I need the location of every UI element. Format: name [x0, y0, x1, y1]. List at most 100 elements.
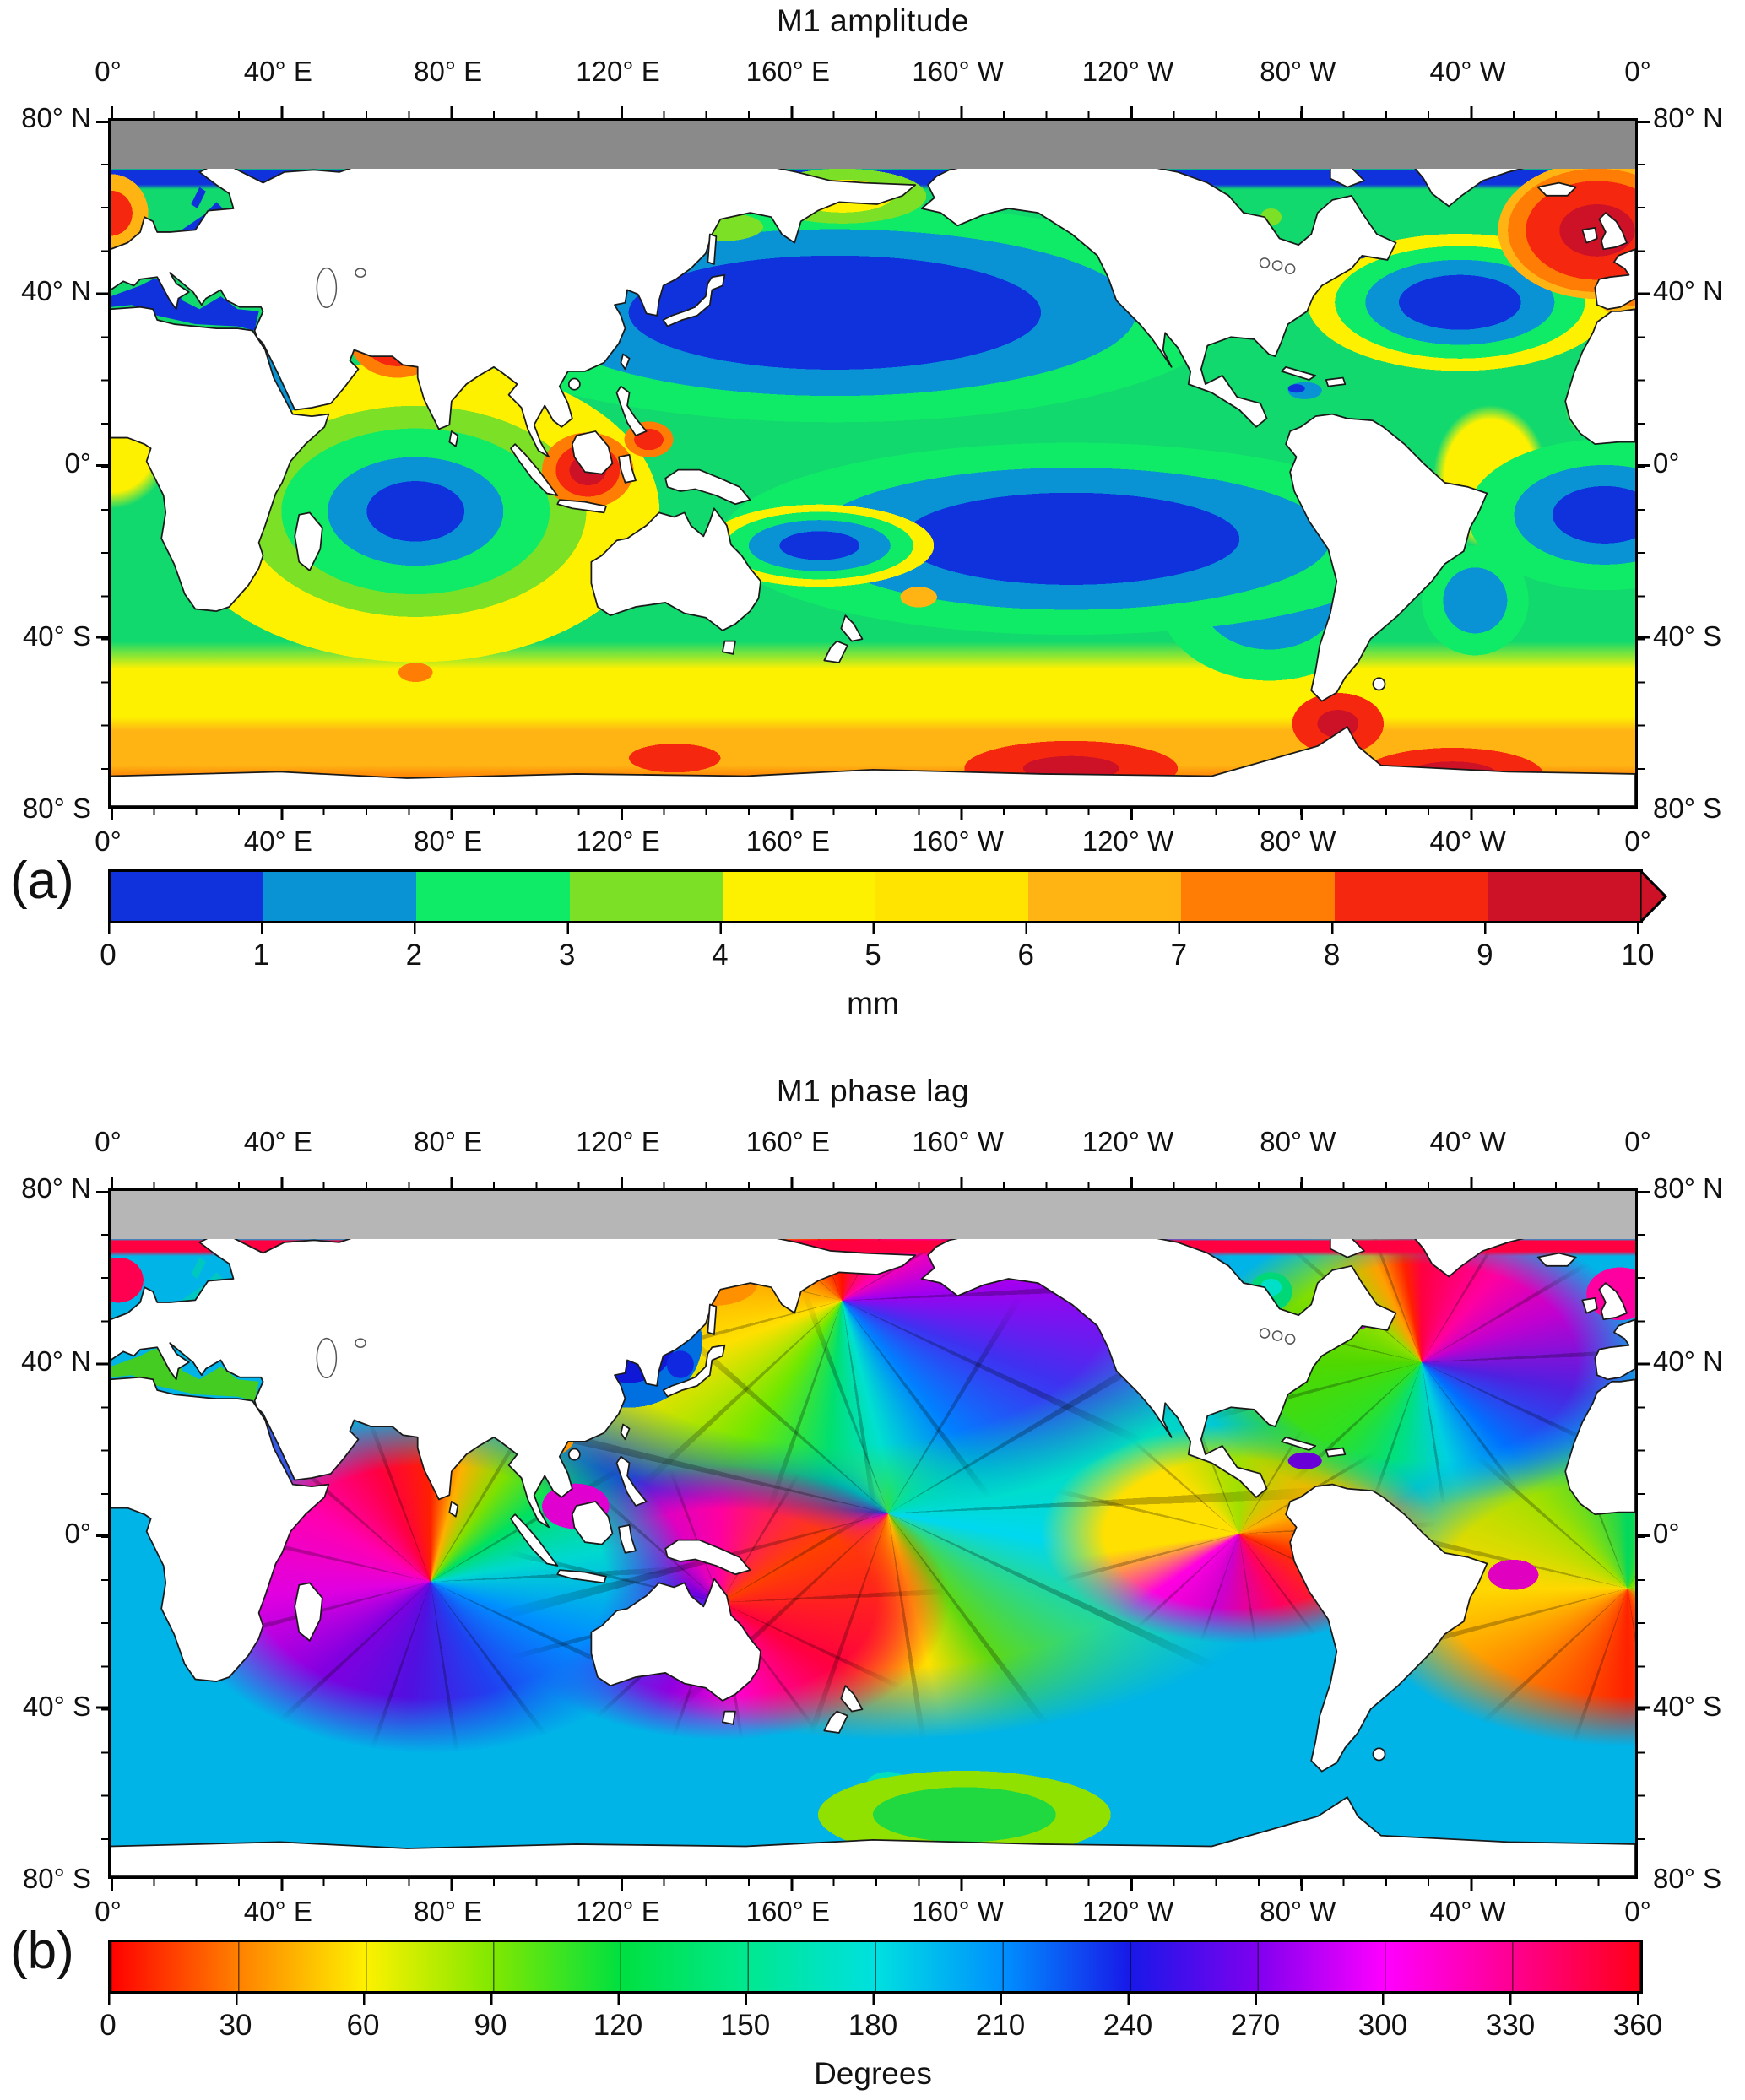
lon-tick-label: 0°: [95, 825, 122, 857]
lon-tick-label: 0°: [1624, 1896, 1651, 1927]
lat-labels-left-a: 80° N 40° N 0° 40° S 80° S: [0, 102, 91, 824]
lon-labels-bottom-a: 0° 40° E 80° E 120° E 160° E 160° W 120° W 80° …: [95, 825, 1651, 861]
lon-tick-label: 80° E: [414, 1126, 483, 1157]
lon-tick-label: 120° E: [576, 825, 660, 857]
lon-tick-label: 0°: [95, 56, 122, 87]
colorbar-amplitude: [108, 869, 1643, 923]
colorbar-tick-label: 30: [219, 2009, 252, 2042]
caribbean-fill: [1287, 1452, 1322, 1469]
lon-tick-label: 80° W: [1260, 825, 1336, 857]
colorbar-tick-label: 1: [252, 939, 269, 972]
lon-tick-label: 0°: [1624, 56, 1651, 87]
lon-tick-label: 160° W: [912, 56, 1004, 87]
colorbar-tick-label: 120: [593, 2009, 643, 2042]
lon-tick-label: 40° W: [1429, 1126, 1506, 1157]
lat-tick-label: 80° S: [1653, 1863, 1722, 1894]
colorbar-segment: [416, 872, 570, 921]
lat-tick-label: 0°: [64, 1518, 91, 1549]
panel-amplitude: M1 amplitude 0° 40° E 80° E 120° E 160° E 160…: [0, 3, 1744, 1020]
lon-labels-top-b: 0° 40° E 80° E 120° E 160° E 160° W 120° W 80° …: [95, 1126, 1651, 1161]
bothnia-fill: [191, 1257, 206, 1280]
lon-tick-label: 80° E: [414, 825, 483, 857]
lat-tick-label: 80° S: [1653, 793, 1722, 824]
colorbar-tick-label: 3: [558, 939, 576, 972]
lon-tick-label: 80° W: [1260, 1896, 1336, 1927]
lat-tick-label: 0°: [1653, 1518, 1680, 1549]
lat-tick-label: 80° N: [21, 1172, 91, 1204]
colorbar-segment: [111, 872, 264, 921]
lon-tick-label: 120° E: [576, 1896, 660, 1927]
lat-tick-label: 40° S: [22, 620, 91, 652]
lon-tick-label: 80° E: [414, 1896, 483, 1927]
colorbar-tick-label: 60: [346, 2009, 380, 2042]
lat-labels-right-a: 80° N 40° N 0° 40° S 80° S: [1653, 102, 1744, 824]
colorbar-tick-label: 90: [474, 2009, 507, 2042]
colorbar-arrow-icon: [1640, 869, 1668, 923]
lon-tick-label: 160° W: [912, 825, 1004, 857]
sea-of-japan-fill: [666, 1350, 694, 1378]
lat-tick-label: 40° S: [1653, 620, 1722, 652]
lon-tick-label: 80° W: [1260, 56, 1336, 87]
lat-tick-label: 40° N: [1653, 274, 1723, 306]
colorbar-tick-label: 6: [1017, 939, 1034, 972]
lat-tick-label: 40° S: [22, 1690, 91, 1722]
lon-tick-label: 80° E: [414, 56, 483, 87]
colorbar-unit-b: Degrees: [814, 2056, 932, 2091]
lat-tick-label: 40° S: [1653, 1690, 1722, 1722]
lon-tick-label: 160° W: [912, 1896, 1004, 1927]
colorbar-tick-label: 8: [1323, 939, 1341, 972]
ticks-top-major-a: [111, 106, 1635, 121]
sea-of-japan-fill: [666, 280, 694, 308]
colorbar-unit-a: mm: [847, 986, 899, 1020]
lon-tick-label: 160° W: [912, 1126, 1004, 1157]
panel-letter-a: (a): [10, 852, 74, 910]
coastline-overlay-a: [111, 133, 1635, 806]
colorbar-segment: [263, 872, 417, 921]
lon-tick-label: 120° W: [1081, 56, 1174, 87]
colorbar-tick-label: 2: [405, 939, 423, 972]
colorbar-segment: [1334, 872, 1488, 921]
map-amplitude: [96, 106, 1650, 820]
polar-no-data-band-a: [111, 121, 1635, 169]
ticks-right-major-b: [1635, 1191, 1650, 1876]
colorbar-phase-gridlines: [111, 1942, 1640, 1991]
lon-tick-label: 160° E: [745, 825, 831, 857]
colorbar-tick-label: 360: [1612, 2009, 1663, 2042]
colorbar-numbers-a: 0 1 2 3 4 5 6 7 8 9 10: [100, 939, 1654, 976]
colorbar-tick-label: 7: [1170, 939, 1188, 972]
colorbar-numbers-b: 0 30 60 90 120 150 180 210 240 270 300 330 360: [100, 2009, 1662, 2046]
colorbar-segment: [1181, 872, 1335, 921]
colorbar-tick-label: 150: [720, 2009, 771, 2042]
lon-labels-bottom-b: 0° 40° E 80° E 120° E 160° E 160° W 120° W 80° …: [95, 1896, 1651, 1931]
lat-tick-label: 40° N: [21, 1345, 91, 1377]
lon-tick-label: 120° W: [1081, 1896, 1174, 1927]
ticks-left-major-b: [96, 1191, 111, 1876]
colorbar-tick-label: 0: [100, 2009, 117, 2042]
ticks-left-major-a: [96, 121, 111, 806]
colorbar-tick-label: 180: [848, 2009, 898, 2042]
lon-tick-label: 160° E: [745, 1126, 831, 1157]
lat-tick-label: 80° S: [22, 793, 91, 824]
colorbar-tick-label: 210: [975, 2009, 1026, 2042]
lat-labels-left-b: 80° N 40° N 0° 40° S 80° S: [0, 1172, 91, 1894]
ticks-right-major-a: [1635, 121, 1650, 806]
bothnia-fill: [191, 187, 206, 209]
ticks-bottom-major-b: [111, 1876, 1635, 1891]
map-title-amplitude: M1 amplitude: [776, 3, 970, 38]
colorbar-tick-label: 10: [1621, 939, 1655, 972]
lat-tick-label: 80° S: [22, 1863, 91, 1894]
colorbar-segment: [569, 872, 723, 921]
panel-letter-b: (b): [10, 1922, 74, 1980]
lon-tick-label: 40° E: [243, 1126, 312, 1157]
lat-labels-right-b: 80° N 40° N 0° 40° S 80° S: [1653, 1172, 1744, 1894]
colorbar-tick-label: 0: [100, 939, 117, 972]
lon-tick-label: 120° E: [576, 56, 660, 87]
colorbar-tick-label: 5: [864, 939, 881, 972]
map-title-phase: M1 phase lag: [776, 1074, 970, 1108]
lon-tick-label: 120° W: [1081, 825, 1174, 857]
lat-tick-label: 40° N: [1653, 1345, 1723, 1377]
lon-tick-label: 120° W: [1081, 1126, 1174, 1157]
colorbar-segment: [1487, 872, 1641, 921]
lat-tick-label: 0°: [64, 447, 91, 479]
colorbar-ticks-b: [108, 1994, 1640, 2005]
